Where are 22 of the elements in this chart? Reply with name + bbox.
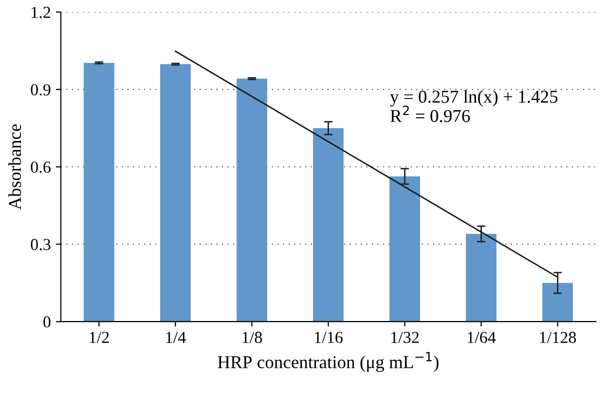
bar (236, 78, 268, 322)
bar (160, 64, 191, 322)
x-tick-label: 1/2 (90, 332, 109, 344)
bar (389, 176, 420, 322)
x-tick-label: 1/128 (540, 332, 576, 344)
x-tick-label: 1/16 (314, 332, 343, 344)
x-tick-label: 1/8 (242, 332, 262, 344)
bar (466, 234, 496, 322)
x-tick-label: 1/4 (166, 332, 186, 344)
y-tick-label: 0.9 (30, 84, 50, 96)
x-tick-label: 1/64 (468, 332, 496, 344)
y-tick-label: 0.3 (30, 238, 50, 250)
annotation: y = 0.257 ln(x) + 1.425 R$^{2}$ = 0.976 (390, 90, 558, 122)
x-axis-title: HRP concentration (μg mL$^{−1}$) (218, 352, 439, 372)
x-tick-label: 1/32 (391, 332, 419, 344)
y-tick-label: 0 (43, 316, 50, 328)
y-tick-label: 0.6 (30, 162, 51, 173)
y-tick-label: 1.2 (32, 6, 50, 18)
bar (542, 282, 573, 322)
bar (84, 62, 114, 322)
y-axis-title: Absorbance (8, 124, 22, 210)
bar (313, 128, 344, 322)
